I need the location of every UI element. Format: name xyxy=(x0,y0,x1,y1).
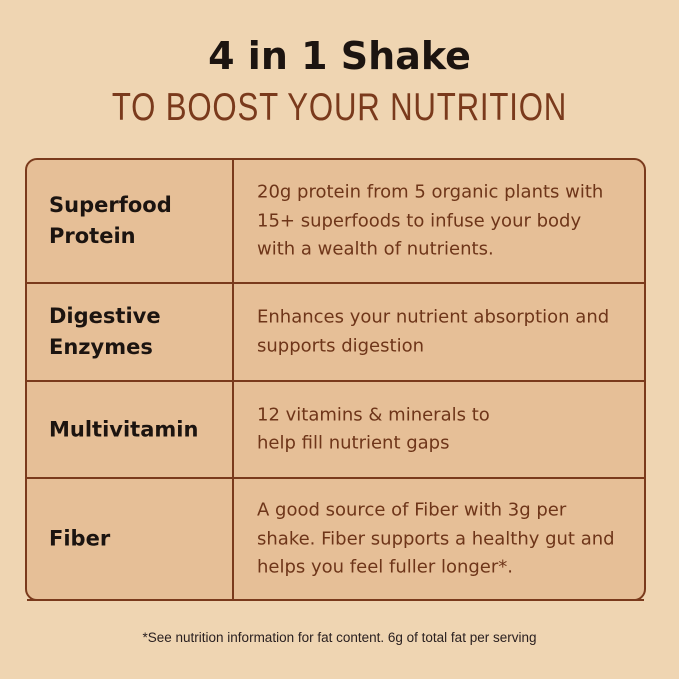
row-description: A good source of Fiber with 3g per shake… xyxy=(257,499,615,578)
table-row: Digestive Enzymes Enhances your nutrient… xyxy=(27,284,644,382)
page-title: 4 in 1 Shake xyxy=(208,34,471,78)
table-row: Multivitamin 12 vitamins & minerals to h… xyxy=(27,382,644,479)
row-label: Multivitamin xyxy=(49,417,199,441)
column-divider xyxy=(232,160,234,599)
row-label: Digestive Enzymes xyxy=(49,304,161,359)
row-description: 20g protein from 5 organic plants with 1… xyxy=(257,181,604,260)
row-description: 12 vitamins & minerals to help fill nutr… xyxy=(257,404,490,454)
row-label: Fiber xyxy=(49,526,111,551)
page-subtitle: TO BOOST YOUR NUTRITION xyxy=(111,86,568,129)
footnote: *See nutrition information for fat conte… xyxy=(142,630,537,645)
table-row: Fiber A good source of Fiber with 3g per… xyxy=(27,479,644,601)
row-description: Enhances your nutrient absorption and su… xyxy=(257,306,610,357)
table-row: Superfood Protein 20g protein from 5 org… xyxy=(27,160,644,284)
benefits-table: Superfood Protein 20g protein from 5 org… xyxy=(25,158,646,601)
row-label: Superfood Protein xyxy=(49,193,172,248)
